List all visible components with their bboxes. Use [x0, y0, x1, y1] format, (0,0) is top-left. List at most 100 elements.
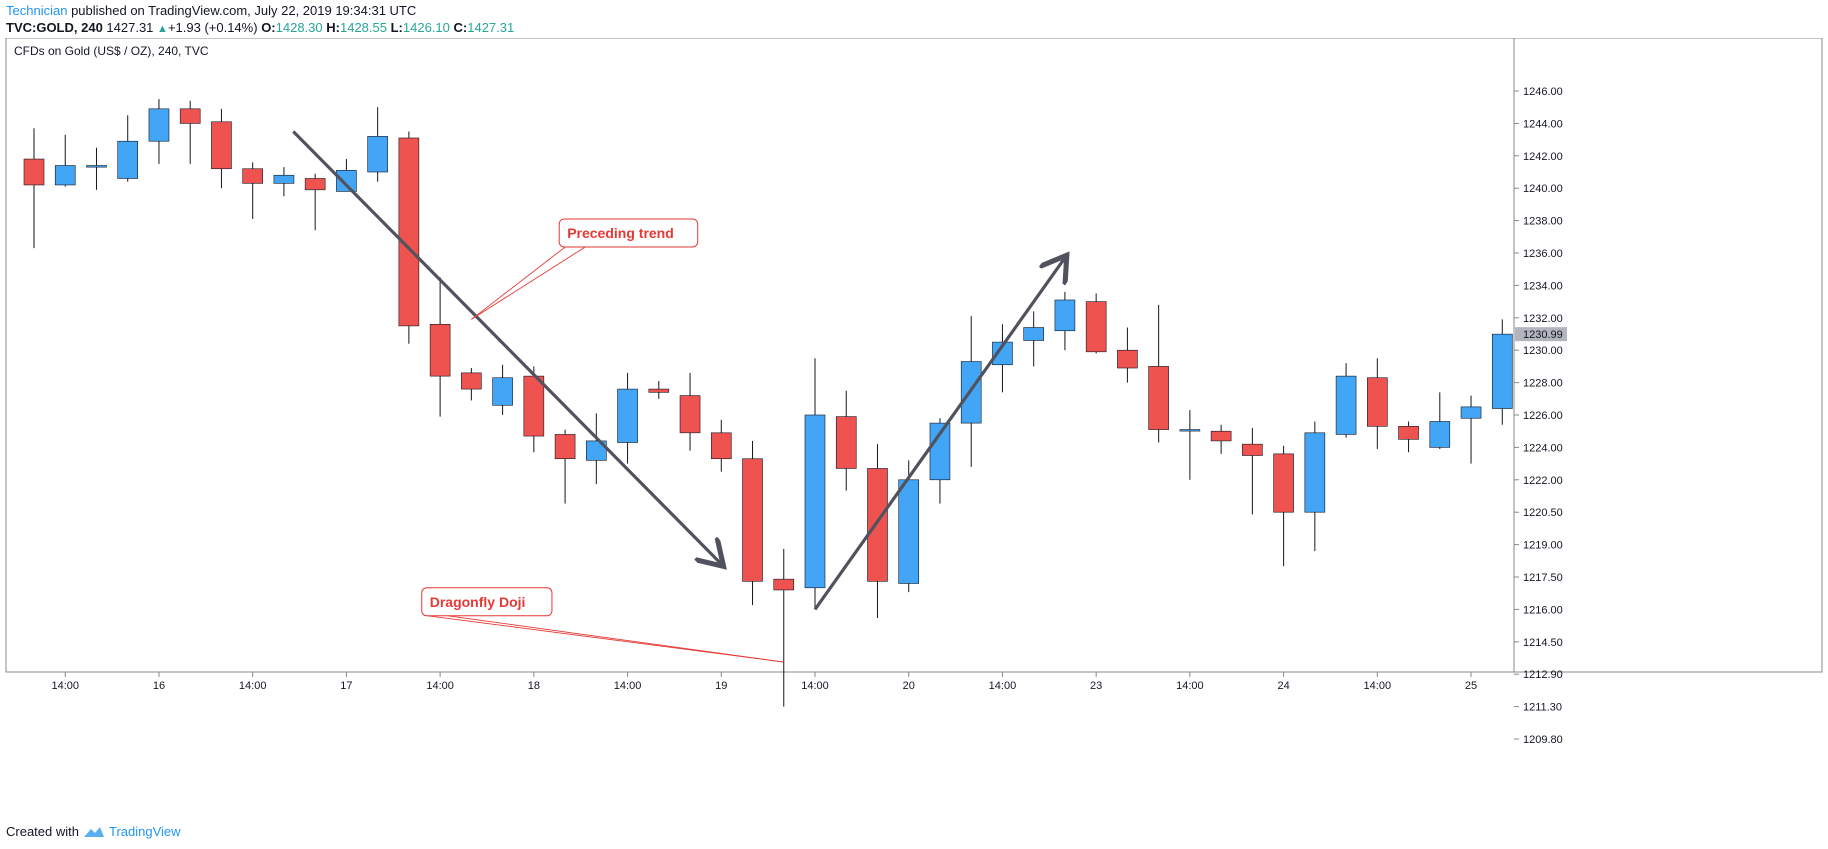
price-change: +1.93 (+0.14%) — [167, 20, 258, 35]
candle-body — [1085, 301, 1107, 353]
candle-body — [1304, 432, 1326, 513]
price-tick-label: 1238.00 — [1523, 216, 1563, 228]
current-price-tag — [1515, 327, 1567, 342]
annotation-pointer — [471, 246, 586, 320]
candle-body — [429, 323, 451, 377]
price-tick-label: 1236.00 — [1523, 248, 1563, 260]
candle-body — [554, 434, 576, 460]
candle-body — [398, 137, 420, 327]
price-tick-label: 1244.00 — [1523, 118, 1563, 130]
candle-body — [1398, 426, 1419, 440]
price-tick-label: 1209.80 — [1523, 734, 1563, 746]
price-tick-label: 1222.00 — [1523, 475, 1563, 487]
current-price-label: 1230.99 — [1523, 329, 1563, 341]
candlestick-chart[interactable]: CFDs on Gold (US$ / OZ), 240, TVC 1246.00… — [0, 38, 1828, 828]
candle-body — [273, 174, 295, 184]
chart-header: Technician published on TradingView.com,… — [6, 2, 1806, 38]
annotation-label: Dragonfly Doji — [430, 594, 526, 610]
price-tick-label: 1234.00 — [1523, 280, 1563, 292]
candle-body — [1367, 377, 1388, 427]
candle-body — [835, 416, 857, 469]
last-price: 1427.31 — [106, 20, 154, 35]
time-tick-label: 14:00 — [51, 680, 79, 692]
price-tick-label: 1240.00 — [1523, 183, 1563, 195]
publish-line: Technician published on TradingView.com,… — [6, 2, 1806, 19]
annotation-box — [558, 218, 699, 248]
tradingview-cloud-icon — [83, 826, 104, 837]
candle-body — [710, 432, 732, 460]
close-value: 1427.31 — [467, 20, 515, 35]
candle-body — [1242, 443, 1263, 456]
chart-area[interactable]: CFDs on Gold (US$ / OZ), 240, TVC 1246.00… — [0, 38, 1828, 828]
time-tick-label: 19 — [715, 680, 727, 692]
candle-body — [23, 158, 45, 186]
time-tick-label: 18 — [528, 680, 540, 692]
candle-body — [929, 422, 951, 481]
annotation-pointer — [447, 615, 784, 663]
time-tick-label: 24 — [1277, 680, 1289, 692]
price-tick-label: 1211.30 — [1523, 702, 1562, 714]
time-tick-label: 25 — [1465, 680, 1477, 692]
open-value: 1428.30 — [275, 20, 323, 35]
time-tick-label: 14:00 — [801, 680, 829, 692]
author-link[interactable]: Technician — [6, 3, 68, 18]
open-label: O: — [261, 20, 276, 35]
candle-body — [617, 388, 638, 443]
time-tick-label: 23 — [1090, 680, 1102, 692]
candle-body — [586, 440, 607, 461]
price-tick-label: 1230.00 — [1523, 345, 1563, 357]
candle-body — [523, 375, 545, 437]
time-tick-label: 16 — [153, 680, 165, 692]
candle-body — [1117, 349, 1138, 369]
downtrend-arrow — [292, 130, 721, 565]
published-text: published on TradingView.com, July 22, 2… — [71, 3, 417, 18]
candle-body — [336, 170, 357, 192]
price-tick-label: 1246.00 — [1523, 86, 1563, 98]
time-tick-label: 17 — [340, 680, 352, 692]
chart-title: CFDs on Gold (US$ / OZ), 240, TVC — [14, 44, 209, 58]
created-with-text: Created with — [6, 824, 79, 839]
annotation-label: Preceding trend — [567, 225, 674, 241]
candle-body — [117, 140, 139, 179]
candle-body — [773, 578, 795, 591]
candle-body — [898, 479, 920, 584]
close-label: C: — [453, 20, 468, 35]
uptrend-arrow — [813, 258, 1065, 611]
annotation-pointer — [427, 615, 784, 663]
candle-body — [1491, 333, 1513, 409]
annotation-pointer — [471, 246, 566, 320]
candle-body — [648, 388, 670, 393]
price-tick-label: 1216.00 — [1523, 604, 1563, 616]
time-tick-label: 14:00 — [239, 680, 267, 692]
candle-body — [179, 108, 201, 124]
candle-body — [148, 108, 170, 142]
candle-body — [54, 165, 76, 186]
tradingview-brand-link[interactable]: TradingView — [108, 824, 181, 839]
candle-body — [992, 341, 1013, 366]
candle-body — [1179, 429, 1201, 432]
candle-body — [1429, 421, 1451, 448]
candle-body — [492, 377, 513, 406]
candle-body — [804, 414, 826, 589]
candle-body — [367, 136, 388, 173]
candle-body — [242, 168, 263, 184]
price-tick-label: 1226.00 — [1523, 410, 1563, 422]
price-tick-label: 1228.00 — [1523, 378, 1563, 390]
time-tick-label: 14:00 — [426, 680, 454, 692]
price-tick-label: 1217.50 — [1523, 572, 1563, 584]
price-tick-label: 1220.50 — [1523, 507, 1563, 519]
candle-body — [1210, 430, 1232, 442]
footer: Created with TradingView — [6, 824, 181, 839]
low-label: L: — [390, 20, 403, 35]
price-tick-label: 1224.00 — [1523, 442, 1563, 454]
candle-body — [1335, 375, 1357, 435]
time-tick-label: 14:00 — [614, 680, 642, 692]
candle-body — [211, 121, 232, 170]
candle-body — [86, 165, 107, 168]
high-value: 1428.55 — [339, 20, 387, 35]
candle-body — [1148, 366, 1169, 430]
price-tick-label: 1232.00 — [1523, 313, 1563, 325]
high-label: H: — [326, 20, 340, 35]
symbol-label: TVC:GOLD, 240 — [6, 20, 103, 35]
candle-body — [1273, 453, 1294, 513]
